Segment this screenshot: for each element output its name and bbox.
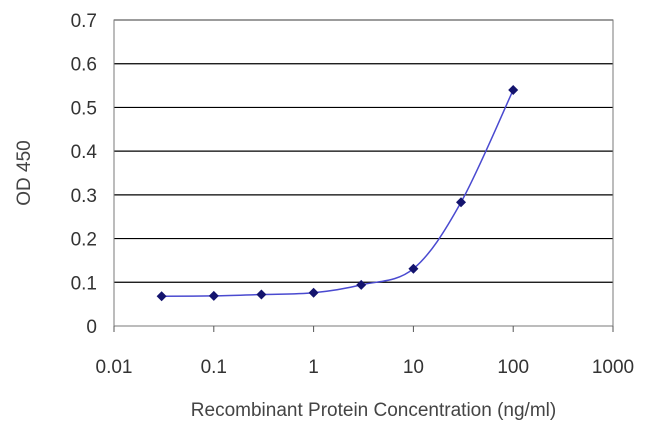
y-tick-label: 0.4	[71, 142, 98, 163]
y-tick-label: 0.5	[71, 98, 97, 119]
x-tick-label: 0.01	[96, 357, 133, 378]
data-point	[456, 197, 467, 208]
x-tick-label: 0.1	[201, 357, 227, 378]
data-point	[508, 84, 519, 95]
x-tick-label: 1	[308, 357, 319, 378]
data-point	[256, 289, 267, 300]
data-point	[408, 263, 419, 274]
data-point	[208, 290, 219, 301]
data-point	[156, 291, 167, 302]
y-tick-label: 0.7	[71, 11, 97, 32]
x-axis-title: Recombinant Protein Concentration (ng/ml…	[191, 400, 556, 421]
plot-area-frame	[113, 19, 614, 327]
y-axis-title: OD 450	[14, 140, 35, 205]
y-tick-label: 0.1	[71, 273, 97, 294]
x-tick-label: 100	[497, 357, 529, 378]
grid-lines	[114, 19, 613, 283]
x-axis-ticks: 0.01 0.1 1 10 100 1000	[96, 326, 634, 378]
y-axis-ticks: 0 0.1 0.2 0.3 0.4 0.5 0.6 0.7	[71, 11, 98, 338]
data-point	[356, 279, 367, 290]
y-tick-label: 0.3	[71, 186, 97, 207]
series-points	[156, 84, 519, 302]
y-tick-label: 0.6	[71, 55, 97, 76]
x-tick-label: 10	[403, 357, 424, 378]
data-point	[308, 287, 319, 298]
y-tick-label: 0.2	[71, 230, 97, 251]
x-tick-label: 1000	[592, 357, 634, 378]
y-tick-label: 0	[86, 317, 97, 338]
series-line	[161, 89, 514, 298]
